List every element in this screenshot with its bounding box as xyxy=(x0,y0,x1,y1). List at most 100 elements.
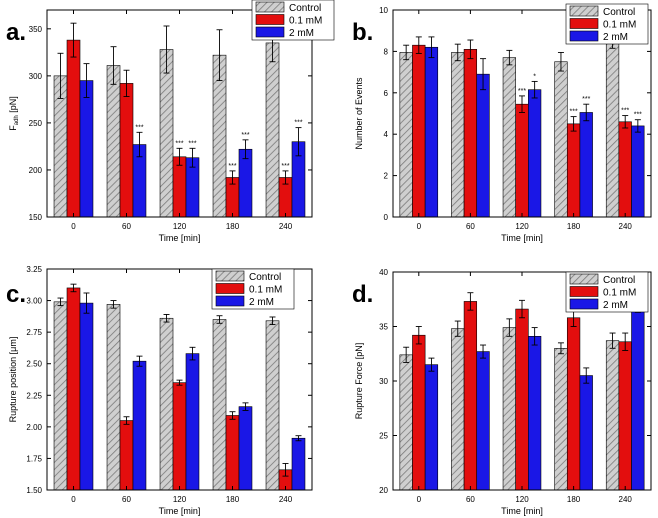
y-axis-label: Rupture position [μm] xyxy=(8,337,18,423)
significance-label: *** xyxy=(294,120,302,127)
y-axis-label: Number of Events xyxy=(354,77,364,150)
legend: Control 0.1 mM2 mM xyxy=(565,271,649,313)
significance-label: * xyxy=(533,73,536,80)
legend-swatch xyxy=(255,26,285,38)
panel-label: a. xyxy=(6,19,26,46)
legend-label: Control xyxy=(289,3,321,14)
x-axis-label: Time [min] xyxy=(501,233,543,243)
x-tick-label: 240 xyxy=(279,495,293,504)
legend-label: 2 mM xyxy=(289,28,314,39)
x-tick-label: 60 xyxy=(466,495,475,504)
legend-swatch xyxy=(569,30,599,42)
bar-2-mm xyxy=(238,406,253,491)
bar-control xyxy=(399,354,413,491)
y-tick-label: 2.25 xyxy=(26,391,42,400)
legend-label: Control xyxy=(603,7,635,18)
x-tick-label: 60 xyxy=(122,495,131,504)
y-tick-label: 40 xyxy=(379,268,388,277)
significance-label: *** xyxy=(570,109,578,116)
y-tick-label: 4 xyxy=(384,130,389,139)
bar-2-mm xyxy=(291,437,306,491)
bar-2-mm xyxy=(476,73,490,218)
x-axis-label: Time [min] xyxy=(501,506,543,516)
legend-label: 0.1 mM xyxy=(603,288,636,299)
x-tick-label: 240 xyxy=(619,222,633,231)
y-tick-label: 300 xyxy=(29,72,43,81)
bar-0.1-mm xyxy=(172,382,187,491)
y-tick-label: 30 xyxy=(379,377,388,386)
x-tick-label: 0 xyxy=(417,495,422,504)
significance-label: *** xyxy=(241,132,249,139)
y-axis-label-main: F xyxy=(8,125,18,131)
bar-control xyxy=(106,65,121,218)
y-tick-label: 8 xyxy=(384,47,389,56)
bar-control xyxy=(53,301,68,491)
legend-swatch xyxy=(569,18,599,29)
bar-control xyxy=(159,49,174,218)
x-tick-label: 120 xyxy=(173,495,187,504)
bar-control xyxy=(399,52,413,218)
bar-2-mm xyxy=(238,148,253,218)
bar-0.1-mm xyxy=(172,156,187,218)
x-tick-label: 240 xyxy=(279,222,293,231)
legend-label: 0.1 mM xyxy=(249,285,282,296)
bar-2-mm xyxy=(631,303,645,491)
bar-control xyxy=(159,317,174,491)
bar-0.1-mm xyxy=(463,301,478,491)
y-tick-label: 1.75 xyxy=(26,454,42,463)
y-tick-label: 3.00 xyxy=(26,297,42,306)
panel-label: d. xyxy=(352,281,373,308)
bar-0.1-mm xyxy=(515,308,529,491)
legend: Control 0.1 mM2 mM xyxy=(211,268,295,310)
bar-0.1-mm xyxy=(515,103,529,218)
legend-label: 0.1 mM xyxy=(603,20,636,31)
legend: Control 0.1 mM2 mM xyxy=(251,0,335,41)
y-tick-label: 200 xyxy=(29,166,43,175)
bar-0.1-mm xyxy=(618,121,632,218)
bar-2-mm xyxy=(528,336,542,491)
bar-2-mm xyxy=(579,375,593,491)
significance-label: *** xyxy=(634,112,642,119)
legend-swatch xyxy=(569,273,599,285)
x-tick-label: 180 xyxy=(567,495,581,504)
bar-0.1-mm xyxy=(66,39,81,218)
significance-label: *** xyxy=(582,96,590,103)
bar-0.1-mm xyxy=(463,49,478,218)
x-tick-label: 120 xyxy=(515,222,529,231)
bar-control xyxy=(554,61,568,218)
x-axis-label: Time [min] xyxy=(159,506,201,516)
bar-0.1-mm xyxy=(566,123,581,218)
bar-control xyxy=(502,327,516,491)
panel-a: a. *** *** *** *** *** *** *** 150 200 250 300 350 0 6… xyxy=(6,0,335,243)
y-tick-label: 6 xyxy=(384,89,389,98)
bar-2-mm xyxy=(132,360,147,491)
panel-d: d. 20 25 30 35 40 0 60 120 180 240 Time [min] Ruptur… xyxy=(352,268,652,516)
y-axis-label-main: Rupture position [μm] xyxy=(8,337,18,423)
legend-label: 0.1 mM xyxy=(289,16,322,27)
x-tick-label: 0 xyxy=(71,495,76,504)
bar-control xyxy=(265,42,280,218)
x-tick-label: 180 xyxy=(567,222,581,231)
legend-swatch xyxy=(569,298,599,310)
significance-label: *** xyxy=(621,108,629,115)
bar-0.1-mm xyxy=(566,317,581,491)
legend-swatch xyxy=(255,14,285,25)
legend-swatch xyxy=(569,286,599,297)
y-tick-label: 2.75 xyxy=(26,328,42,337)
bar-control xyxy=(265,320,280,491)
bar-control xyxy=(106,304,121,491)
y-tick-label: 0 xyxy=(384,213,389,222)
legend-label: 2 mM xyxy=(249,297,274,308)
x-tick-label: 0 xyxy=(417,222,422,231)
significance-label: *** xyxy=(135,124,143,131)
bar-0.1-mm xyxy=(618,341,632,491)
significance-label: *** xyxy=(188,140,196,147)
bar-2-mm xyxy=(528,89,542,218)
y-tick-label: 20 xyxy=(379,486,388,495)
x-tick-label: 120 xyxy=(515,495,529,504)
significance-label: *** xyxy=(228,163,236,170)
bar-2-mm xyxy=(476,351,490,491)
bar-0.1-mm xyxy=(225,415,240,491)
legend-swatch xyxy=(215,283,245,294)
